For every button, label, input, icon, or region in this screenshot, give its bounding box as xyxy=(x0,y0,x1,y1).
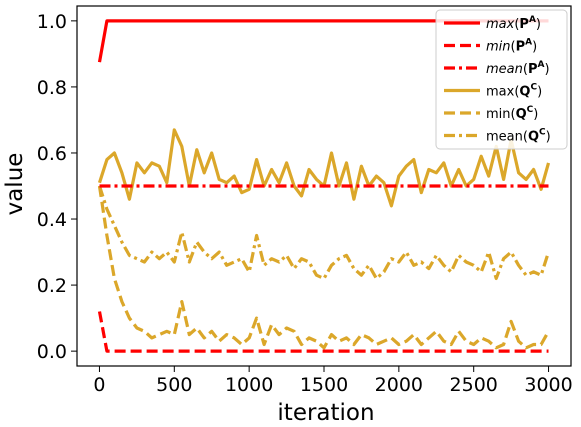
series-group xyxy=(97,19,551,353)
legend-label-max-p-a: max(PA) xyxy=(486,15,541,32)
legend-label-max-q-c: max(QC) xyxy=(486,83,542,100)
legend-label-mean-q-c: mean(QC) xyxy=(486,128,551,145)
x-axis-label: iteration xyxy=(277,400,374,426)
legend-label-min-q-c: min(QC) xyxy=(486,105,538,122)
y-axis-label: value xyxy=(2,153,28,216)
y-tick-label: 0.0 xyxy=(37,341,67,363)
axis-ticks: 0 500 1000 1500 2000 2500 3000 0.0 0.2 0.4 0.6 0.8 1… xyxy=(37,11,573,396)
x-tick-label: 0 xyxy=(93,374,105,396)
legend-label-min-p-a: min(PA) xyxy=(486,38,537,55)
x-tick-label: 2000 xyxy=(375,374,423,396)
series-line-min-q-c xyxy=(97,185,550,350)
legend: max(PA) min(PA) mean(PA) max(QC) min(QC) mean… xyxy=(435,9,568,150)
x-tick-label: 2500 xyxy=(450,374,498,396)
x-tick-label: 1500 xyxy=(300,374,348,396)
y-tick-label: 0.6 xyxy=(37,143,67,165)
plot-frame xyxy=(76,5,572,367)
y-tick-label: 0.2 xyxy=(37,275,67,297)
x-tick-label: 500 xyxy=(156,374,192,396)
legend-label-mean-p-a: mean(PA) xyxy=(486,60,550,77)
y-tick-label: 1.0 xyxy=(37,11,67,33)
series-line-max-p-a xyxy=(97,19,549,63)
series-line-mean-q-c xyxy=(97,185,551,281)
x-tick-label: 3000 xyxy=(524,374,572,396)
x-tick-label: 1000 xyxy=(225,374,273,396)
series-line-min-p-a xyxy=(97,311,549,353)
y-tick-label: 0.8 xyxy=(37,77,67,99)
y-tick-label: 0.4 xyxy=(37,209,67,231)
